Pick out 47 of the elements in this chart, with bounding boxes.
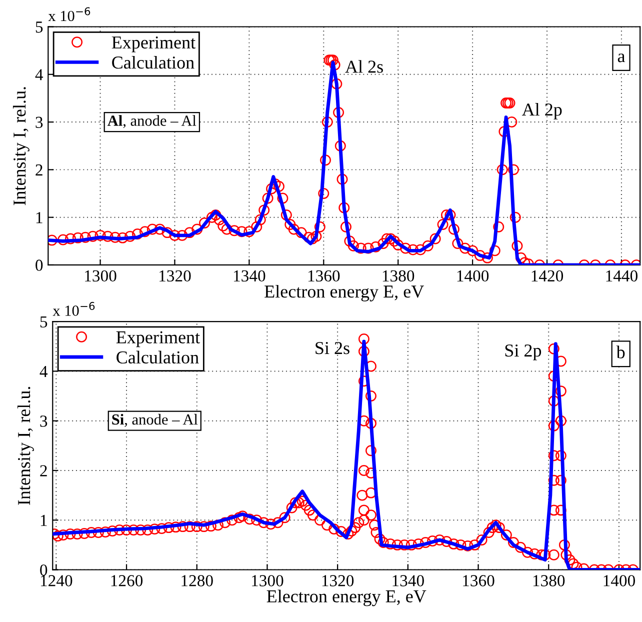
x-tick-label: 1360 — [463, 575, 494, 586]
y-tick-label: 4 — [40, 366, 48, 377]
y-tick-label: 5 — [36, 22, 43, 33]
y-tick-label: 4 — [35, 69, 44, 80]
y-tick-label: 3 — [36, 116, 43, 128]
y-axis-title: Intensity I, rel.u. — [17, 386, 34, 505]
annotation: Al, anode – Al — [107, 115, 196, 128]
y-tick-label: 5 — [40, 316, 48, 328]
x-tick-label: 1380 — [382, 270, 414, 282]
y-tick-label: 0 — [40, 564, 48, 576]
y-tick-label: 0 — [36, 260, 43, 271]
legend-label: Calculation — [112, 56, 194, 69]
x-axis-title: Electron energy E, eV — [264, 284, 424, 302]
annotation: a — [618, 54, 626, 62]
x-axis-title: Electron energy E, eV — [266, 590, 426, 606]
x-tick-label: 1320 — [160, 270, 191, 282]
y-tick-label: 3 — [40, 416, 48, 427]
x-tick-label: 1260 — [111, 575, 143, 586]
text: x 10$^{−6}$ — [52, 302, 95, 316]
x-tick-label: 1420 — [532, 270, 564, 282]
y-tick-label: 2 — [36, 164, 42, 176]
annotation: Si, anode – Al — [112, 414, 198, 427]
x-tick-label: 1340 — [234, 270, 266, 282]
annotation: Al 2s — [345, 60, 383, 73]
legend-label: Calculation — [116, 350, 199, 364]
y-tick-label: 2 — [40, 465, 47, 476]
x-tick-label: 1400 — [457, 270, 489, 282]
x-tick-label: 1320 — [322, 575, 354, 586]
x-tick-label: 1300 — [252, 575, 284, 586]
text: x 10$^{−6}$ — [48, 7, 90, 22]
x-tick-label: 1240 — [40, 575, 72, 586]
x-tick-label: 1360 — [308, 270, 340, 282]
x-tick-label: 1300 — [85, 270, 116, 282]
annotation: b — [616, 346, 625, 358]
y-tick-label: 1 — [36, 212, 42, 224]
y-axis-title: Intensity I, rel.u. — [12, 87, 30, 206]
annotation: Si 2p — [505, 344, 542, 360]
x-tick-label: 1400 — [604, 575, 635, 586]
legend-label: Experiment — [112, 36, 196, 52]
legend-label: Experiment — [116, 331, 200, 348]
x-tick-label: 1440 — [606, 270, 638, 282]
x-tick-label: 1280 — [182, 575, 213, 586]
annotation: Al 2p — [522, 102, 562, 120]
y-tick-label: 1 — [40, 514, 47, 526]
x-tick-label: 1380 — [533, 575, 565, 586]
x-tick-label: 1340 — [392, 575, 424, 586]
annotation: Si 2s — [316, 342, 350, 354]
